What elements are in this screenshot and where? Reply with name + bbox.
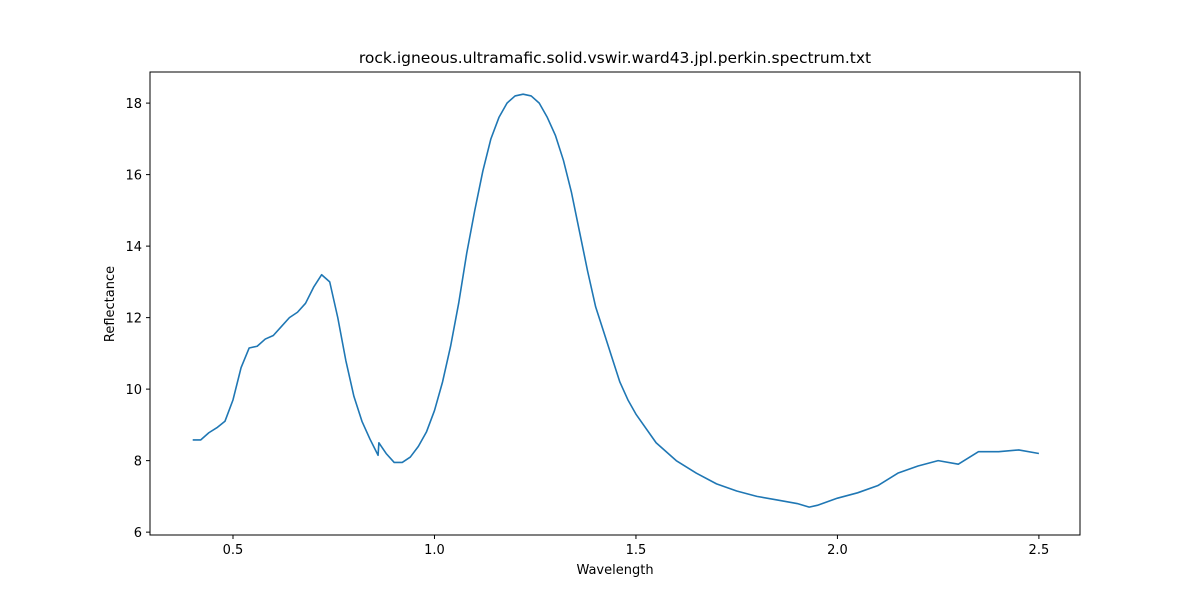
y-tick-label: 14 (125, 240, 142, 255)
plot-frame (149, 71, 1081, 536)
y-tick-label: 8 (134, 455, 142, 470)
x-tick-label: 0.5 (223, 543, 244, 558)
x-tick-label: 2.0 (827, 543, 848, 558)
y-tick-label: 18 (125, 97, 142, 112)
x-tick-label: 1.0 (424, 543, 445, 558)
y-axis-label: Reflectance (103, 266, 118, 342)
y-tick-label: 6 (134, 526, 142, 541)
x-axis-label: Wavelength (576, 563, 653, 578)
y-tick-label: 12 (125, 312, 142, 327)
line-series (192, 93, 1040, 508)
y-tick-label: 16 (125, 169, 142, 184)
chart-title: rock.igneous.ultramafic.solid.vswir.ward… (359, 49, 871, 67)
x-tick-label: 2.5 (1029, 543, 1050, 558)
y-tick-label: 10 (125, 383, 142, 398)
x-tick-label: 1.5 (626, 543, 647, 558)
